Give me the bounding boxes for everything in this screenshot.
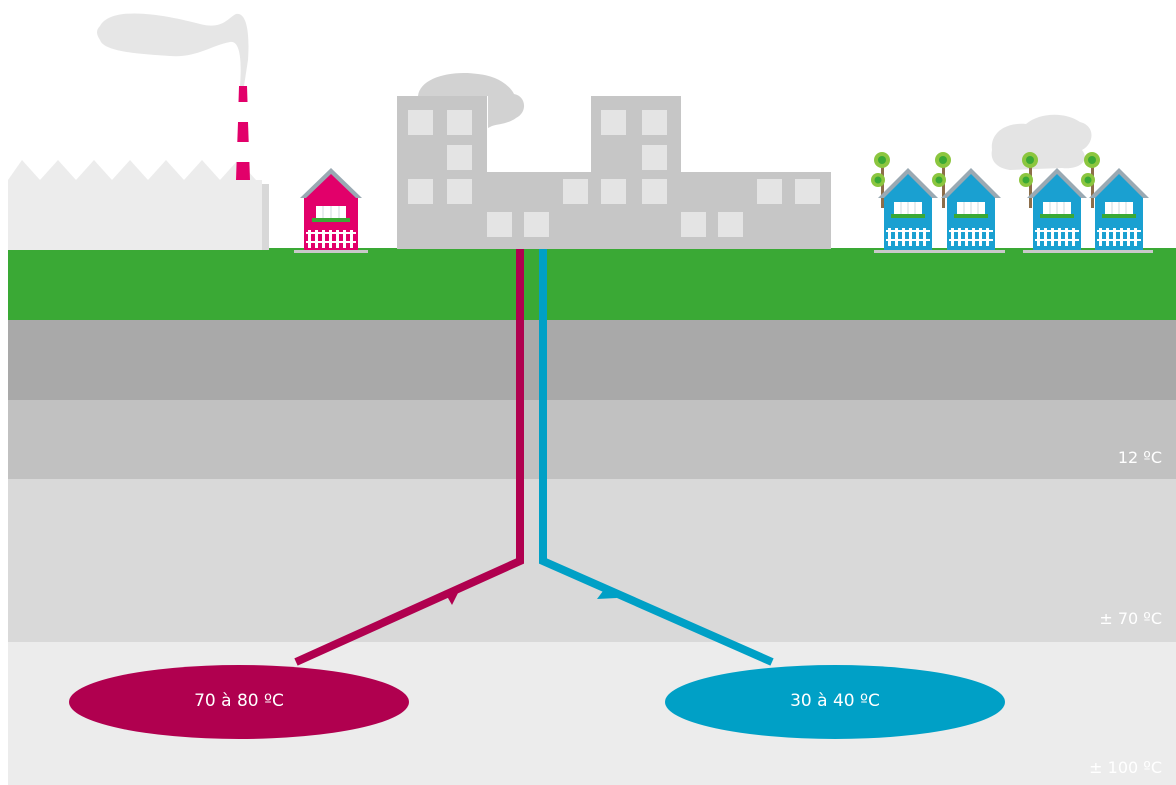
cold-reservoir-label: 30 à 40 ºC (790, 691, 880, 711)
factory (8, 160, 269, 250)
depth-label-100: ± 100 ºC (1089, 758, 1162, 777)
soil-layer-2 (8, 400, 1176, 479)
cold-pipe (539, 249, 774, 666)
hot-reservoir (69, 665, 409, 739)
building-cloud (418, 72, 525, 128)
cold-reservoir (665, 665, 1005, 739)
houses-cloud (991, 114, 1092, 170)
hot-reservoir-label: 70 à 80 ºC (194, 691, 284, 711)
pink-house (294, 168, 368, 253)
grass-surface (8, 248, 1176, 320)
blue-house (1022, 167, 1092, 254)
depth-label-12: 12 ºC (1117, 448, 1162, 467)
soil-layer-1 (8, 320, 1176, 400)
hot-pipe (294, 249, 524, 666)
blue-house (936, 167, 1006, 254)
soil-layer-3 (8, 479, 1176, 642)
central-building (397, 96, 831, 249)
smoke-cloud (97, 13, 249, 86)
hot-flow-arrow (444, 585, 462, 605)
cold-flow-arrow (597, 587, 617, 599)
depth-label-70: ± 70 ºC (1099, 609, 1162, 628)
chimney (236, 86, 250, 180)
blue-house (1084, 167, 1154, 254)
